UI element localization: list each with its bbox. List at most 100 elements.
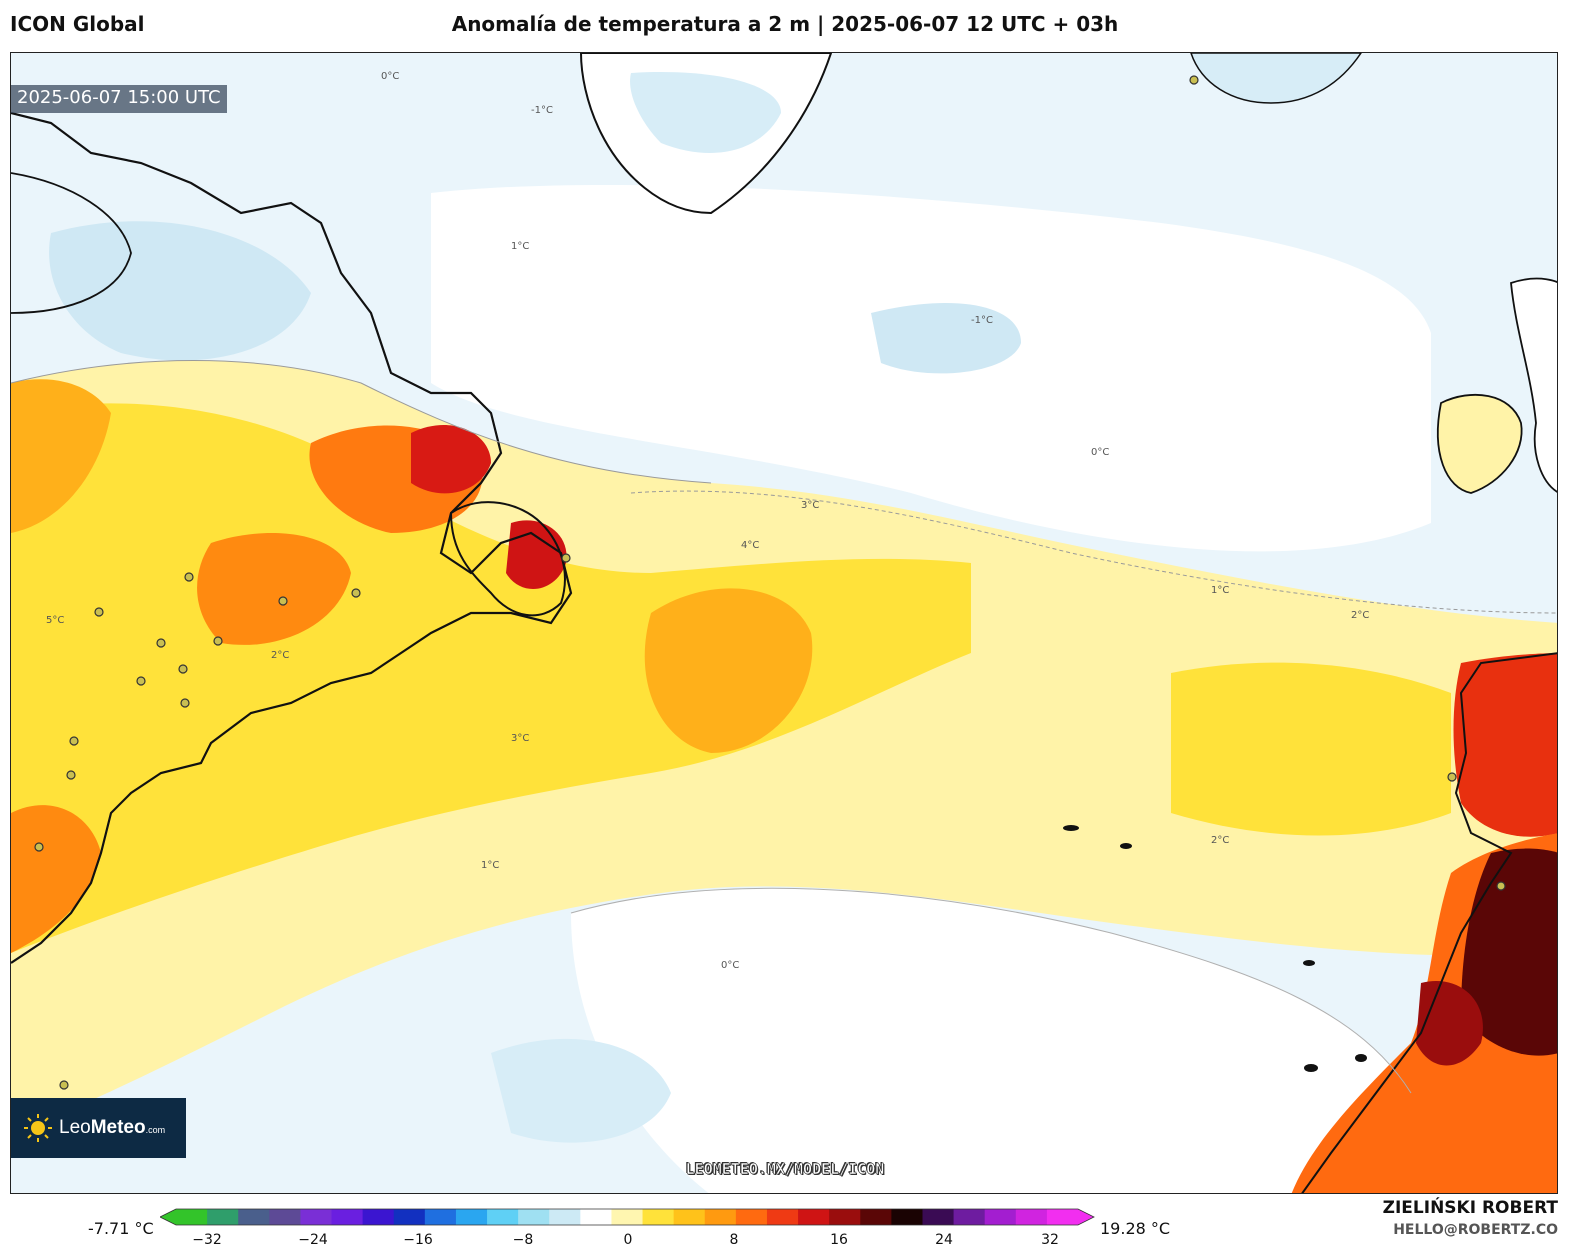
- coastline-iberia-africa: [1301, 652, 1557, 1193]
- warm-land-iberia: [1453, 653, 1557, 837]
- contour-1c: [11, 360, 712, 484]
- colorbar-tick: −8: [512, 1232, 534, 1248]
- city-marker: [1447, 772, 1457, 782]
- city-marker: [156, 638, 166, 648]
- colorbar-segment: [798, 1209, 830, 1225]
- sun-icon: [24, 1114, 52, 1142]
- colorbar: [160, 1208, 1095, 1226]
- land-ireland: [1437, 393, 1523, 494]
- colorbar-segment: [580, 1209, 612, 1225]
- anomaly-map: 0°C -1°C 1°C 2°C 3°C 0°C 1°C 2°C -1°C 0°…: [11, 53, 1557, 1193]
- colorbar-segment: [984, 1209, 1017, 1225]
- model-name: ICON Global: [10, 12, 145, 36]
- cold-patch-north: [871, 303, 1021, 374]
- land-great-britain: [1510, 277, 1557, 493]
- logo-text: LeoMeteo.com: [59, 1117, 165, 1139]
- city-marker: [59, 1080, 69, 1090]
- contour-0c: [570, 887, 1412, 1094]
- colorbar-segment: [331, 1209, 364, 1225]
- colorbar-segment: [953, 1209, 986, 1225]
- neutral-zone-south: [571, 888, 1411, 1193]
- colorbar-tick: 32: [1041, 1232, 1059, 1248]
- colorbar-segment: [642, 1209, 675, 1225]
- contour-label: 2°C: [1351, 610, 1369, 621]
- contour-label: 1°C: [481, 860, 499, 871]
- contour-label: 1°C: [1211, 585, 1229, 596]
- colorbar-tick: −24: [298, 1232, 328, 1248]
- colorbar-segment: [1046, 1209, 1079, 1225]
- island-madeira: [1303, 960, 1315, 966]
- colorbar-segment: [424, 1209, 457, 1225]
- extreme-core-sahara: [1461, 848, 1557, 1056]
- warm-land-quebec: [11, 379, 111, 533]
- colorbar-segment: [860, 1209, 892, 1225]
- colorbar-tick: 24: [935, 1232, 953, 1248]
- city-marker: [180, 698, 190, 708]
- colorbar-segment: [611, 1209, 644, 1225]
- contour-label: 2°C: [1211, 835, 1229, 846]
- city-marker: [351, 588, 361, 598]
- colorbar-segments: [160, 1209, 1094, 1225]
- coastline-newfoundland: [449, 501, 566, 617]
- colorbar-tick: 16: [830, 1232, 848, 1248]
- contour-label: 5°C: [46, 615, 64, 626]
- hot-core-newfoundland-east: [506, 520, 567, 590]
- contour-label: 1°C: [511, 241, 529, 252]
- colorbar-outline: [160, 1208, 1095, 1226]
- contour-label: 0°C: [1091, 447, 1109, 458]
- logo-name-light: Leo: [59, 1117, 91, 1138]
- contour-2c: [630, 490, 1557, 614]
- logo-name-bold: Meteo: [90, 1117, 146, 1138]
- colorbar-tick: −16: [403, 1232, 433, 1248]
- colorbar-tick: −32: [192, 1232, 222, 1248]
- warm-band-east: [1171, 662, 1451, 836]
- colorbar-segment: [549, 1209, 581, 1225]
- colorbar-segment: [891, 1209, 923, 1225]
- island-canary-1: [1304, 1064, 1318, 1072]
- warm-core-maritimes: [197, 533, 351, 645]
- hot-core-newfoundland: [411, 424, 491, 494]
- colorbar-segment: [518, 1209, 550, 1225]
- city-marker: [69, 736, 79, 746]
- land-scandinavia: [1190, 53, 1362, 104]
- colorbar-segment: [1015, 1209, 1048, 1225]
- warm-core-central: [644, 588, 813, 753]
- city-marker: [34, 842, 44, 852]
- leometeo-logo[interactable]: LeoMeteo.com: [11, 1098, 186, 1158]
- contour-label: -1°C: [971, 315, 993, 326]
- colorbar-segment: [362, 1209, 395, 1225]
- island-canary-2: [1355, 1054, 1367, 1062]
- city-marker: [1189, 75, 1199, 85]
- colorbar-segment: [176, 1209, 208, 1225]
- source-url[interactable]: LEOMETEO.MX/MODEL/ICON: [685, 1160, 885, 1179]
- warm-land-us-east: [11, 805, 101, 953]
- city-marker: [1496, 881, 1506, 891]
- valid-time-label: 2025-06-07 15:00 UTC: [11, 85, 227, 113]
- city-marker: [178, 664, 188, 674]
- colorbar-segment: [673, 1209, 706, 1225]
- colorbar-segment: [238, 1209, 270, 1225]
- contour-label: 3°C: [511, 733, 529, 744]
- city-marker: [561, 553, 571, 563]
- colorbar-segment: [766, 1209, 799, 1225]
- logo-suffix: .com: [145, 1125, 166, 1135]
- coastline-hudson: [11, 172, 132, 314]
- colorbar-tick: 8: [729, 1232, 739, 1248]
- contour-label: 0°C: [381, 71, 399, 82]
- contour-label: 0°C: [721, 960, 739, 971]
- contour-label: 4°C: [741, 540, 759, 551]
- colorbar-segment: [922, 1209, 955, 1225]
- scale-max-value: 19.28 °C: [1100, 1219, 1171, 1238]
- coastline-north-america: [11, 111, 573, 964]
- scale-min-value: -7.71 °C: [88, 1219, 154, 1238]
- city-marker: [278, 596, 288, 606]
- colorbar-segment: [455, 1209, 488, 1225]
- colorbar-max-arrow: [1078, 1209, 1094, 1225]
- colorbar-segment: [829, 1209, 861, 1225]
- map-title: Anomalía de temperatura a 2 m | 2025-06-…: [451, 12, 1119, 36]
- cold-patch-southwest: [491, 1038, 671, 1143]
- contour-label: 3°C: [801, 500, 819, 511]
- author-credit: ZIELIŃSKI ROBERT: [1382, 1198, 1558, 1218]
- island-azores-1: [1063, 825, 1079, 831]
- author-email[interactable]: HELLO@ROBERTZ.CO: [1393, 1222, 1558, 1238]
